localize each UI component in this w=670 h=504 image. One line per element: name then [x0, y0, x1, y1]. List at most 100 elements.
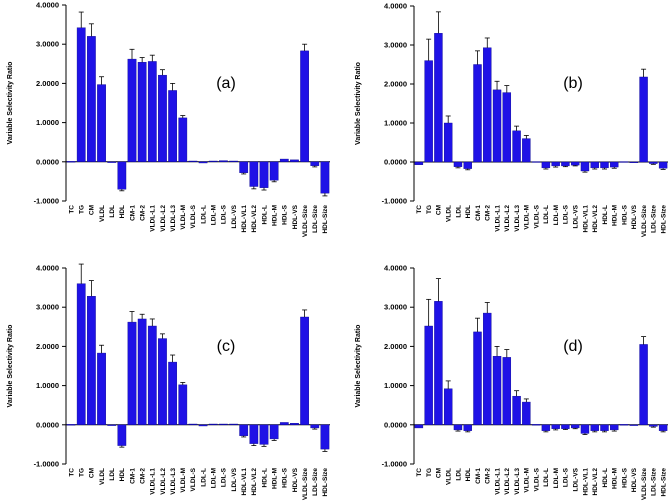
- error-bar-TG: [426, 298, 432, 327]
- x-tick-label: CM: [89, 205, 96, 215]
- bar-LDL-M: [208, 160, 218, 163]
- x-tick-label: HDL: [465, 468, 472, 481]
- bar-HDL-VL2: [249, 161, 259, 187]
- bar-VLDL-Size: [639, 76, 648, 163]
- bar-VLDL-S: [188, 160, 198, 163]
- bar-HDL-S: [619, 161, 629, 163]
- y-axis-title: Variable Selectivity Ratio: [7, 62, 14, 145]
- panel-label: (b): [563, 75, 583, 92]
- y-tick-label: 3.0000: [384, 303, 407, 312]
- x-tick-label: LDL-M: [211, 468, 218, 488]
- bar-LDL-VS: [570, 424, 580, 429]
- bar-LDL-S: [561, 161, 570, 167]
- bar-VLDL-L2: [502, 92, 512, 163]
- error-bar-LDL-S: [562, 428, 568, 430]
- error-bar-LDL-Size: [650, 163, 656, 165]
- bar-LDL: [107, 424, 117, 426]
- error-bar-LDL-Size: [312, 427, 318, 430]
- x-tick-label: LDL: [109, 468, 116, 481]
- x-tick-label: LDL: [109, 205, 116, 218]
- bar-LDL-S: [219, 423, 228, 426]
- error-bar-LDL-L: [543, 167, 549, 170]
- bar-VLDL-M: [178, 384, 188, 426]
- bar-LDL: [453, 161, 463, 167]
- bar-VLDL-L3: [168, 361, 177, 425]
- x-tick-label: VLDL-L3: [170, 468, 177, 495]
- bar-HDL-VL2: [590, 161, 599, 169]
- x-tick-label: TC: [68, 205, 75, 214]
- bar-HDL-Size: [658, 161, 668, 169]
- bar-HDL-L: [259, 161, 269, 188]
- bar-VLDL-S: [188, 423, 198, 426]
- x-tick-label: LDL-VS: [572, 467, 579, 491]
- y-tick-label: -1.0000: [382, 460, 407, 469]
- bar-HDL: [117, 161, 127, 190]
- bar-HDL-L: [259, 424, 269, 445]
- bar-VLDL-M: [178, 117, 188, 162]
- error-bar-VLDL: [445, 380, 451, 389]
- bar-HDL-M: [269, 161, 279, 181]
- bar-LDL-L: [198, 424, 208, 427]
- x-tick-label: CM-1: [475, 205, 482, 221]
- y-tick-label: 2.0000: [384, 80, 407, 89]
- x-tick-label: HDL-S: [621, 204, 628, 225]
- bar-CM-1: [127, 58, 137, 163]
- x-tick-label: HDL-Size: [322, 468, 329, 497]
- y-tick-label: 4.0000: [36, 1, 59, 10]
- bar-LDL-L: [541, 161, 551, 169]
- bar-HDL-VL2: [590, 424, 599, 431]
- error-bar-HDL-L: [261, 187, 267, 191]
- panel-label: (d): [563, 338, 583, 355]
- bar-VLDL-L3: [512, 395, 521, 425]
- x-tick-label: LDL-M: [553, 468, 560, 488]
- bar-LDL-M: [208, 423, 218, 426]
- error-bar-TG: [78, 11, 84, 28]
- bar-HDL-VL1: [580, 161, 590, 172]
- error-bar-HDL-M: [271, 180, 277, 183]
- x-tick-label: CM: [89, 468, 96, 478]
- x-tick-label: HDL-VS: [631, 467, 638, 492]
- x-tick-label: CM-2: [485, 205, 492, 221]
- bar-CM-2: [137, 62, 147, 162]
- bar-VLDL-S: [531, 424, 541, 426]
- error-bar-LDL-Size: [650, 426, 656, 428]
- chart-panel-c: -1.0000 0.0000 1.0000 2.0000 3.0000 4.0000 Var…: [7, 264, 330, 501]
- x-tick-label: VLDL: [99, 468, 106, 485]
- x-tick-label: CM-2: [139, 468, 146, 484]
- x-tick-label: VLDL-L2: [160, 468, 167, 495]
- y-tick-label: 0.0000: [36, 420, 59, 429]
- x-tick-label: VLDL-L2: [160, 205, 167, 232]
- y-tick-label: 1.0000: [384, 381, 407, 390]
- x-tick-label: HDL-VL2: [592, 205, 599, 233]
- bar-LDL-S: [561, 424, 570, 429]
- error-bar-TG: [426, 38, 432, 61]
- bar-HDL-S: [279, 422, 289, 425]
- bar-HDL: [117, 424, 127, 446]
- panel-label: (c): [217, 338, 236, 355]
- bar-VLDL: [97, 352, 106, 425]
- x-tick-label: HDL-M: [612, 205, 619, 226]
- bar-VLDL-L1: [492, 89, 502, 163]
- x-tick-label: VLDL-S: [190, 467, 197, 491]
- y-tick-label: 3.0000: [384, 41, 407, 50]
- x-tick-label: VLDL: [99, 205, 106, 222]
- error-bar-VLDL: [99, 344, 105, 354]
- x-tick-label: VLDL-L3: [514, 205, 521, 232]
- error-bar-HDL-M: [611, 167, 617, 169]
- bar-HDL-VS: [629, 161, 639, 164]
- error-bar-HDL-VL2: [251, 186, 257, 190]
- x-tick-label: HDL-VS: [292, 467, 299, 492]
- bar-LDL-Size: [310, 424, 320, 429]
- x-tick-label: LDL-L: [543, 468, 550, 487]
- bar-VLDL-S: [531, 161, 541, 163]
- y-tick-label: 1.0000: [36, 118, 59, 127]
- x-tick-label: TC: [416, 468, 423, 477]
- x-tick-label: HDL-Size: [322, 205, 329, 234]
- x-tick-label: LDL-L: [200, 468, 207, 487]
- bar-TC: [66, 424, 76, 426]
- y-tick-label: 3.0000: [36, 40, 59, 49]
- x-tick-label: VLDL-M: [180, 468, 187, 493]
- x-tick-label: HDL-S: [621, 467, 628, 488]
- error-bar-HDL-Size: [322, 449, 328, 452]
- x-tick-label: VLDL-Size: [302, 468, 309, 501]
